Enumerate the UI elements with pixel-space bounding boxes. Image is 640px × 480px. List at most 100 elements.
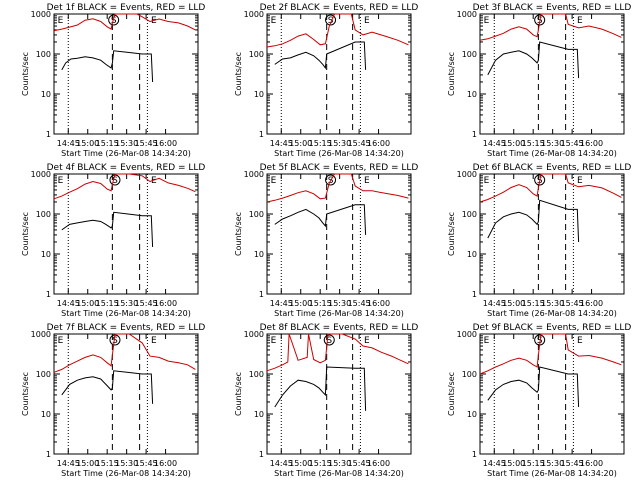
marker-label: E	[58, 336, 64, 346]
x-axis-label: Start Time (26-Mar-08 14:34:20)	[487, 149, 617, 158]
x-tick-label: 15:15	[309, 299, 332, 308]
x-tick-label: 15:15	[522, 459, 545, 468]
x-axis-label: Start Time (26-Mar-08 14:34:20)	[61, 149, 191, 158]
y-tick-label: 100	[36, 210, 51, 219]
y-tick-label: 1	[46, 450, 51, 459]
chart-panel-1: Det 1f BLACK = Events, RED = LLD 1 10 100 10…	[21, 3, 205, 158]
x-tick-label: 16:00	[154, 139, 177, 148]
series-events-line	[274, 41, 367, 70]
marker-circle	[108, 14, 120, 26]
x-tick-label: 15:00	[289, 459, 312, 468]
y-tick-label: 10	[254, 250, 264, 259]
y-tick-label: 10	[254, 90, 264, 99]
chart-title: Det 5f BLACK = Events, RED = LLD	[260, 163, 419, 173]
chart-title: Det 3f BLACK = Events, RED = LLD	[473, 3, 632, 13]
chart-title: Det 6f BLACK = Events, RED = LLD	[473, 163, 632, 173]
marker-label: E	[151, 16, 157, 26]
y-tick-label: 100	[462, 210, 477, 219]
series-events-line	[487, 41, 580, 79]
x-tick-label: 15:15	[309, 139, 332, 148]
marker-label: E	[364, 16, 370, 26]
x-tick-label: 15:30	[115, 139, 138, 148]
y-tick-label: 100	[249, 370, 264, 379]
x-tick-label: 16:00	[367, 299, 390, 308]
x-tick-label: 14:45	[483, 299, 506, 308]
plot-frame	[266, 13, 412, 135]
x-tick-label: 14:45	[270, 299, 293, 308]
marker-label: E	[58, 176, 64, 186]
marker-circle	[534, 174, 546, 186]
y-tick-label: 1000	[31, 10, 51, 19]
x-axis-label: Start Time (26-Mar-08 14:34:20)	[274, 149, 404, 158]
x-tick-label: 16:00	[367, 459, 390, 468]
x-axis-label: Start Time (26-Mar-08 14:34:20)	[487, 469, 617, 478]
x-tick-label: 16:00	[154, 459, 177, 468]
marker-label: S	[326, 336, 332, 346]
y-tick-label: 10	[467, 250, 477, 259]
y-axis-label: Counts/sec	[447, 52, 456, 96]
x-tick-label: 14:45	[57, 299, 80, 308]
y-tick-label: 1	[472, 450, 477, 459]
x-tick-label: 15:45	[561, 459, 584, 468]
x-tick-label: 15:30	[541, 299, 564, 308]
series-events-line	[61, 370, 154, 404]
x-tick-label: 15:00	[76, 459, 99, 468]
x-tick-label: 16:00	[154, 299, 177, 308]
x-tick-label: 15:00	[289, 299, 312, 308]
marker-label: E	[484, 16, 490, 26]
x-tick-label: 15:30	[115, 459, 138, 468]
x-tick-label: 15:15	[96, 299, 119, 308]
x-tick-label: 15:45	[561, 139, 584, 148]
y-tick-label: 100	[249, 210, 264, 219]
x-tick-label: 14:45	[270, 139, 293, 148]
x-axis-label: Start Time (26-Mar-08 14:34:20)	[274, 309, 404, 318]
plot-frame	[479, 13, 625, 135]
y-tick-label: 10	[254, 410, 264, 419]
plot-frame	[479, 173, 625, 295]
y-tick-label: 10	[41, 250, 51, 259]
chart-panel-3: Det 3f BLACK = Events, RED = LLD 1 10 100 10…	[447, 3, 631, 158]
y-tick-label: 1	[46, 130, 51, 139]
y-tick-label: 100	[36, 50, 51, 59]
x-tick-label: 15:30	[328, 459, 351, 468]
x-tick-label: 14:45	[57, 459, 80, 468]
x-tick-label: 16:00	[367, 139, 390, 148]
y-tick-label: 1	[472, 130, 477, 139]
series-events-line	[61, 50, 154, 83]
x-tick-label: 15:45	[348, 459, 371, 468]
marker-label: E	[271, 336, 277, 346]
marker-label: E	[151, 176, 157, 186]
marker-label: S	[112, 336, 118, 346]
x-tick-label: 14:45	[57, 139, 80, 148]
y-tick-label: 10	[467, 410, 477, 419]
plot-frame	[266, 173, 412, 295]
x-tick-label: 14:45	[270, 459, 293, 468]
marker-label: S	[112, 176, 118, 186]
x-tick-label: 15:15	[522, 139, 545, 148]
marker-circle	[325, 174, 337, 186]
marker-label: E	[484, 336, 490, 346]
x-tick-label: 15:30	[541, 139, 564, 148]
series-events-line	[487, 366, 580, 408]
y-tick-label: 1000	[244, 170, 264, 179]
x-tick-label: 15:30	[541, 459, 564, 468]
y-tick-label: 1000	[457, 10, 477, 19]
y-axis-label: Counts/sec	[234, 372, 243, 416]
x-tick-label: 14:45	[483, 139, 506, 148]
chart-panel-5: Det 5f BLACK = Events, RED = LLD 1 10 100 10…	[234, 163, 418, 318]
y-tick-label: 1	[46, 290, 51, 299]
y-tick-label: 1	[259, 290, 264, 299]
marker-circle	[325, 14, 337, 26]
chart-title: Det 7f BLACK = Events, RED = LLD	[47, 323, 206, 333]
x-axis-label: Start Time (26-Mar-08 14:34:20)	[61, 309, 191, 318]
y-tick-label: 1000	[31, 170, 51, 179]
y-tick-label: 1000	[244, 10, 264, 19]
chart-panel-6: Det 6f BLACK = Events, RED = LLD 1 10 100 10…	[447, 163, 631, 318]
series-lld-line	[266, 333, 409, 372]
y-tick-label: 10	[467, 90, 477, 99]
x-tick-label: 15:45	[348, 139, 371, 148]
chart-panel-7: Det 7f BLACK = Events, RED = LLD 1 10 100 10…	[21, 323, 205, 478]
marker-label: E	[271, 16, 277, 26]
plot-frame	[479, 333, 625, 455]
